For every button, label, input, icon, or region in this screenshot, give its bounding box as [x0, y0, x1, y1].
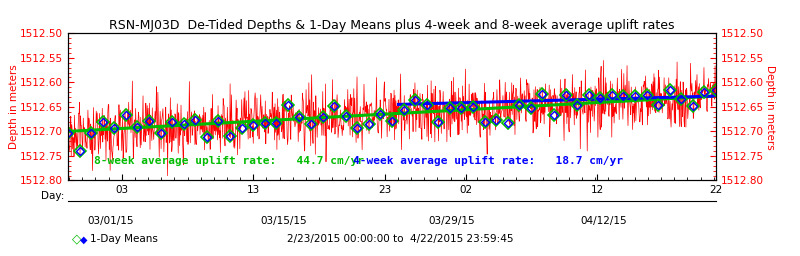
Text: 4-week average uplift rate:   18.7 cm/yr: 4-week average uplift rate: 18.7 cm/yr [353, 156, 623, 166]
Text: 03/29/15: 03/29/15 [429, 216, 475, 226]
Text: 1-Day Means: 1-Day Means [90, 234, 158, 244]
Text: ◆: ◆ [80, 234, 87, 244]
Text: ◇: ◇ [72, 233, 82, 246]
Y-axis label: Depth in meters: Depth in meters [765, 65, 775, 149]
Text: 03/01/15: 03/01/15 [87, 216, 134, 226]
Text: 04/12/15: 04/12/15 [581, 216, 627, 226]
Y-axis label: Depth in meters: Depth in meters [9, 65, 18, 149]
Text: 2/23/2015 00:00:00 to  4/22/2015 23:59:45: 2/23/2015 00:00:00 to 4/22/2015 23:59:45 [286, 234, 514, 244]
Text: 8-week average uplift rate:   44.7 cm/yr: 8-week average uplift rate: 44.7 cm/yr [94, 156, 364, 166]
Text: Day:: Day: [41, 191, 64, 201]
Title: RSN-MJ03D  De-Tided Depths & 1-Day Means plus 4-week and 8-week average uplift r: RSN-MJ03D De-Tided Depths & 1-Day Means … [110, 19, 674, 32]
Text: 03/15/15: 03/15/15 [261, 216, 307, 226]
